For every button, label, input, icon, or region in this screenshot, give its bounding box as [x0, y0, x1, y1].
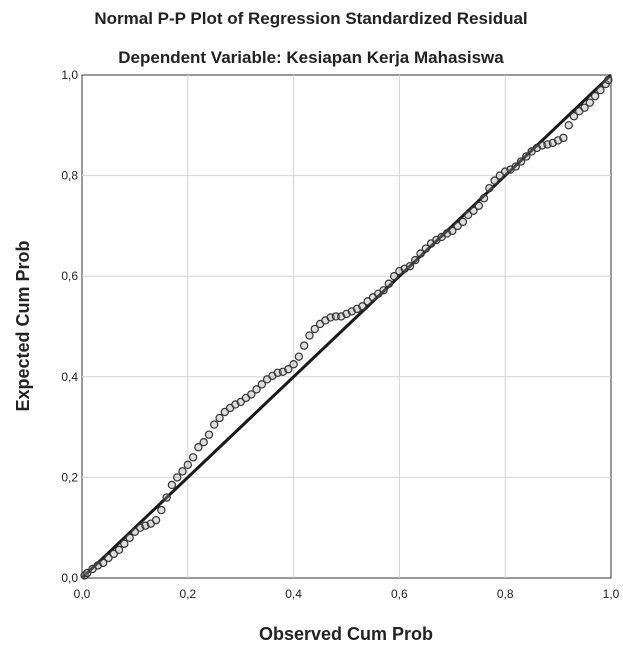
data-point-42 [301, 342, 308, 349]
y-tick-label-5: 1,0 [61, 68, 78, 82]
y-tick-labels: 0,0 0,2 0,4 0,6 0,8 1,0 [61, 68, 78, 585]
data-point-98 [597, 86, 604, 93]
x-tick-labels: 0,0 0,2 0,4 0,6 0,8 1,0 [74, 587, 620, 601]
y-tick-label-0: 0,0 [61, 571, 78, 585]
data-point-20 [184, 461, 191, 468]
data-point-9 [126, 534, 133, 541]
x-tick-label-5: 1,0 [603, 587, 620, 601]
data-point-100 [605, 76, 612, 83]
x-tick-label-0: 0,0 [74, 587, 91, 601]
data-point-62 [406, 263, 413, 270]
data-point-7 [115, 546, 122, 553]
data-point-17 [168, 481, 175, 488]
y-tick-label-2: 0,4 [61, 370, 78, 384]
chart-subtitle: Dependent Variable: Kesiapan Kerja Mahas… [118, 48, 504, 67]
y-tick-label-3: 0,6 [61, 269, 78, 283]
data-point-75 [475, 202, 482, 209]
data-point-16 [163, 494, 170, 501]
data-point-57 [380, 287, 387, 294]
data-point-21 [189, 454, 196, 461]
data-point-77 [486, 185, 493, 192]
data-point-18 [174, 474, 181, 481]
y-axis-title: Expected Cum Prob [13, 240, 33, 411]
data-point-63 [412, 257, 419, 264]
data-point-76 [480, 195, 487, 202]
data-point-72 [459, 218, 466, 225]
data-point-92 [565, 122, 572, 129]
data-point-19 [179, 468, 186, 475]
x-tick-label-4: 0,8 [497, 587, 514, 601]
data-point-25 [211, 421, 218, 428]
y-tick-label-4: 0,8 [61, 169, 78, 183]
data-point-40 [290, 361, 297, 368]
y-tick-label-1: 0,2 [61, 470, 78, 484]
chart-title: Normal P-P Plot of Regression Standardiz… [94, 9, 527, 28]
data-point-97 [592, 93, 599, 100]
data-point-58 [385, 280, 392, 287]
data-point-23 [200, 439, 207, 446]
data-point-96 [586, 99, 593, 106]
data-point-41 [295, 353, 302, 360]
data-point-91 [560, 134, 567, 141]
data-point-8 [121, 540, 128, 547]
x-tick-label-1: 0,2 [179, 587, 196, 601]
data-point-24 [205, 431, 212, 438]
x-tick-label-2: 0,4 [285, 587, 302, 601]
data-point-43 [306, 332, 313, 339]
data-point-14 [152, 517, 159, 524]
x-tick-label-3: 0,6 [391, 587, 408, 601]
data-point-26 [216, 414, 223, 421]
x-axis-title: Observed Cum Prob [259, 624, 433, 644]
data-point-15 [158, 506, 165, 513]
